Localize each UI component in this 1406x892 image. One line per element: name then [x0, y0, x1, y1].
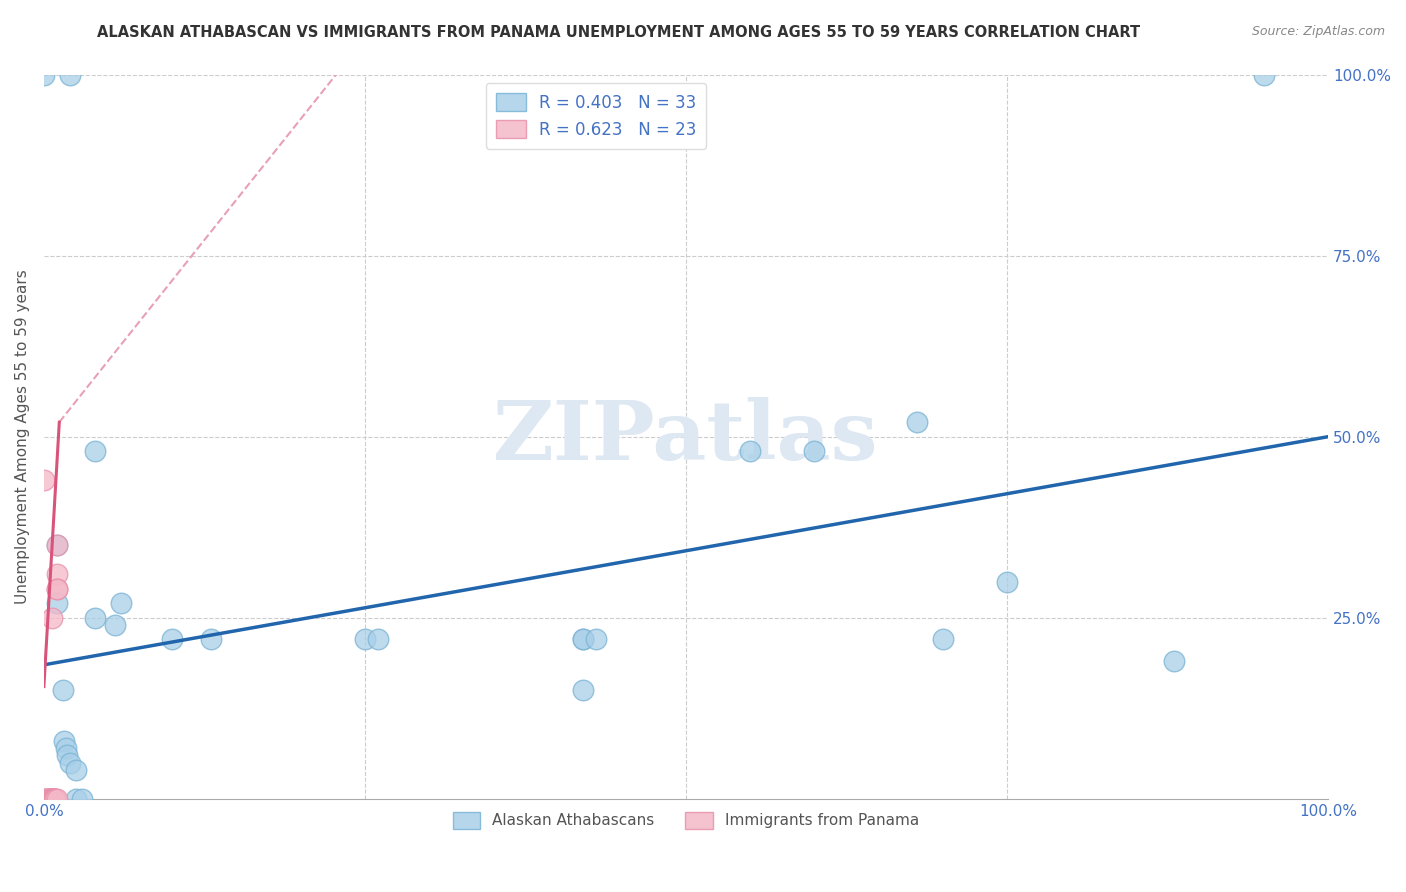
Point — [45, 582, 67, 596]
Point — [42, 792, 65, 806]
Point — [53, 734, 76, 748]
Point — [45, 567, 67, 582]
Point — [65, 763, 87, 777]
Point — [572, 683, 595, 698]
Point — [56, 748, 79, 763]
Point — [803, 444, 825, 458]
Point — [367, 632, 389, 647]
Point — [35, 792, 58, 806]
Point — [58, 756, 80, 770]
Point — [45, 596, 67, 610]
Text: ZIPatlas: ZIPatlas — [494, 397, 879, 476]
Point — [44, 792, 66, 806]
Point — [72, 792, 94, 806]
Point — [44, 792, 66, 806]
Point — [84, 444, 107, 458]
Point — [45, 582, 67, 596]
Point — [44, 792, 66, 806]
Point — [45, 792, 67, 806]
Point — [41, 611, 63, 625]
Point — [44, 792, 66, 806]
Point — [572, 632, 595, 647]
Legend: Alaskan Athabascans, Immigrants from Panama: Alaskan Athabascans, Immigrants from Pan… — [447, 805, 925, 835]
Point — [905, 415, 928, 429]
Point — [995, 574, 1018, 589]
Point — [84, 611, 107, 625]
Y-axis label: Unemployment Among Ages 55 to 59 years: Unemployment Among Ages 55 to 59 years — [15, 269, 30, 604]
Point — [65, 792, 87, 806]
Point — [34, 792, 56, 806]
Point — [585, 632, 607, 647]
Point — [45, 538, 67, 552]
Point — [38, 792, 60, 806]
Point — [103, 618, 125, 632]
Point — [39, 792, 62, 806]
Point — [572, 632, 595, 647]
Point — [740, 444, 762, 458]
Point — [32, 68, 55, 82]
Point — [39, 792, 62, 806]
Point — [42, 792, 65, 806]
Point — [200, 632, 222, 647]
Point — [932, 632, 955, 647]
Text: Source: ZipAtlas.com: Source: ZipAtlas.com — [1251, 25, 1385, 38]
Point — [38, 792, 60, 806]
Point — [1253, 68, 1275, 82]
Point — [1163, 654, 1185, 668]
Point — [41, 792, 63, 806]
Point — [110, 596, 132, 610]
Point — [37, 792, 59, 806]
Text: ALASKAN ATHABASCAN VS IMMIGRANTS FROM PANAMA UNEMPLOYMENT AMONG AGES 55 TO 59 YE: ALASKAN ATHABASCAN VS IMMIGRANTS FROM PA… — [97, 25, 1140, 40]
Point — [32, 792, 55, 806]
Point — [44, 792, 66, 806]
Point — [39, 792, 62, 806]
Point — [32, 473, 55, 487]
Point — [55, 741, 77, 756]
Point — [45, 538, 67, 552]
Point — [58, 68, 80, 82]
Point — [52, 683, 75, 698]
Point — [162, 632, 184, 647]
Point — [41, 792, 63, 806]
Point — [354, 632, 377, 647]
